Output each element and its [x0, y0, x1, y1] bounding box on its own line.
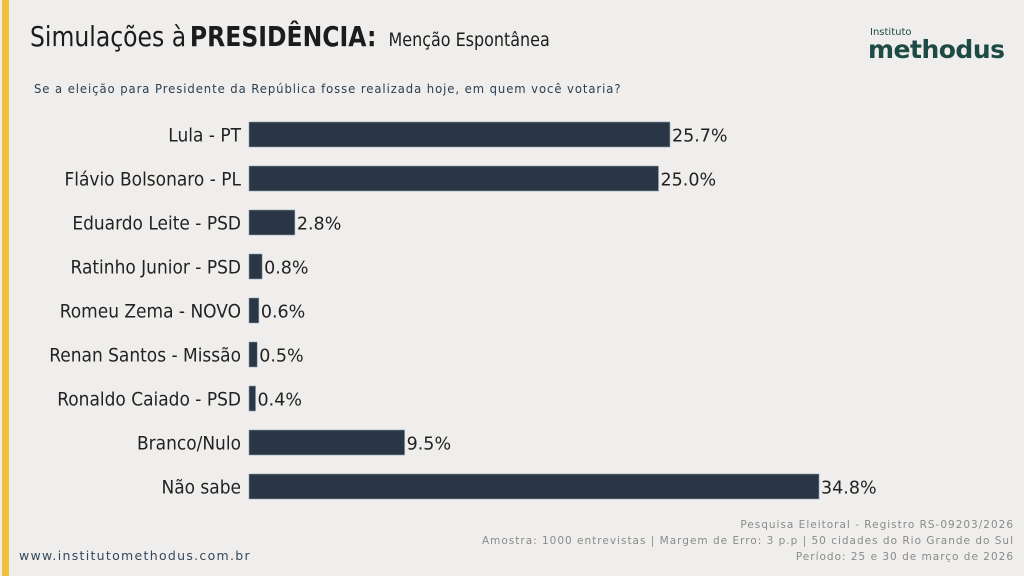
logo-small-text: Instituto: [870, 27, 912, 38]
category-label: Flávio Bolsonaro - PL: [64, 170, 241, 191]
survey-question: Se a eleição para Presidente da Repúblic…: [34, 81, 622, 96]
bar: [248, 121, 671, 148]
category-label: Não sabe: [161, 478, 241, 499]
value-label: 0.5%: [259, 347, 303, 367]
title-subtitle: Menção Espontânea: [388, 29, 550, 51]
value-label: 34.8%: [821, 479, 877, 499]
category-label: Romeu Zema - NOVO: [60, 302, 241, 323]
website-link[interactable]: www.institutomethodus.com.br: [19, 548, 251, 563]
bar: [248, 429, 405, 456]
value-label: 9.5%: [407, 435, 451, 455]
value-label: 0.6%: [261, 303, 305, 323]
bar: [248, 473, 820, 500]
period-text: Período: 25 e 30 de março de 2026: [795, 551, 1014, 563]
logo-big-text: methodus: [868, 35, 1005, 64]
page-title: Simulações à PRESIDÊNCIA: Menção Espontâ…: [30, 20, 550, 53]
category-label: Renan Santos - Missão: [49, 346, 241, 367]
value-label: 2.8%: [297, 215, 341, 235]
bar: [248, 165, 659, 192]
bar: [248, 253, 263, 280]
bar: [248, 341, 258, 368]
category-label: Branco/Nulo: [137, 434, 241, 455]
value-label: 0.4%: [258, 391, 302, 411]
category-label: Ronaldo Caiado - PSD: [57, 390, 241, 411]
accent-stripe: [2, 0, 9, 576]
category-label: Eduardo Leite - PSD: [72, 214, 241, 235]
category-label: Lula - PT: [168, 126, 241, 147]
title-bold: PRESIDÊNCIA:: [189, 20, 377, 53]
sample-text: Amostra: 1000 entrevistas | Margem de Er…: [481, 535, 1014, 547]
value-label: 25.0%: [661, 171, 717, 191]
registry-text: Pesquisa Eleitoral - Registro RS-09203/2…: [740, 519, 1014, 531]
bar: [248, 209, 296, 236]
title-light: Simulações à: [30, 20, 187, 53]
value-label: 0.8%: [264, 259, 308, 279]
survey-details: Pesquisa Eleitoral - Registro RS-09203/2…: [482, 517, 1014, 565]
category-label: Ratinho Junior - PSD: [71, 258, 241, 279]
institute-logo: Instituto methodus: [868, 27, 1005, 64]
bar: [248, 385, 256, 412]
value-label: 25.7%: [672, 127, 728, 147]
bar: [248, 297, 260, 324]
